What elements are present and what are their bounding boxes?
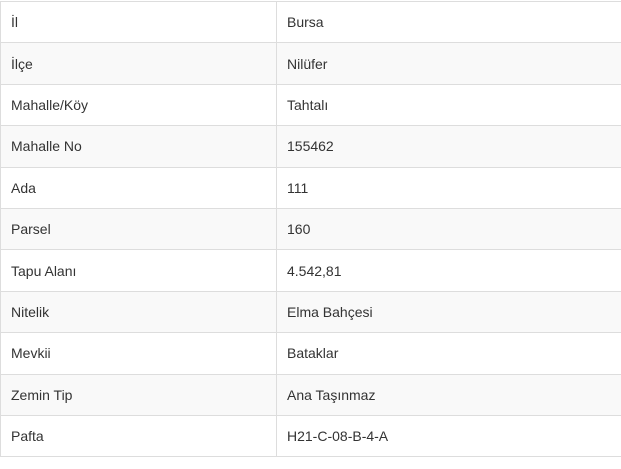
row-label: Nitelik bbox=[1, 291, 277, 332]
row-label: Tapu Alanı bbox=[1, 250, 277, 291]
row-value: Bursa bbox=[277, 2, 621, 43]
row-label: Ada bbox=[1, 167, 277, 208]
row-label: Mahalle No bbox=[1, 126, 277, 167]
row-value: Nilüfer bbox=[277, 43, 621, 84]
row-label: Parsel bbox=[1, 208, 277, 249]
row-value: Ana Taşınmaz bbox=[277, 374, 621, 415]
row-label: Mevkii bbox=[1, 333, 277, 374]
row-label: İlçe bbox=[1, 43, 277, 84]
row-value: 160 bbox=[277, 208, 621, 249]
row-value: Bataklar bbox=[277, 333, 621, 374]
row-label: İl bbox=[1, 2, 277, 43]
row-label: Zemin Tip bbox=[1, 374, 277, 415]
row-label: Pafta bbox=[1, 415, 277, 456]
row-value: 155462 bbox=[277, 126, 621, 167]
row-value: 111 bbox=[277, 167, 621, 208]
row-label: Mahalle/Köy bbox=[1, 84, 277, 125]
row-value: Elma Bahçesi bbox=[277, 291, 621, 332]
row-value: Tahtalı bbox=[277, 84, 621, 125]
row-value: 4.542,81 bbox=[277, 250, 621, 291]
row-value: H21-C-08-B-4-A bbox=[277, 415, 621, 456]
